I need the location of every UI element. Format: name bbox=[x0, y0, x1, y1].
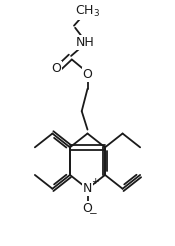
Text: O: O bbox=[51, 62, 61, 75]
Text: O: O bbox=[83, 68, 92, 81]
Text: N: N bbox=[83, 182, 92, 195]
Text: O: O bbox=[83, 202, 92, 215]
Text: −: − bbox=[89, 209, 98, 219]
Text: +: + bbox=[91, 177, 99, 186]
Text: CH$_3$: CH$_3$ bbox=[75, 4, 100, 19]
Text: NH: NH bbox=[76, 36, 95, 49]
